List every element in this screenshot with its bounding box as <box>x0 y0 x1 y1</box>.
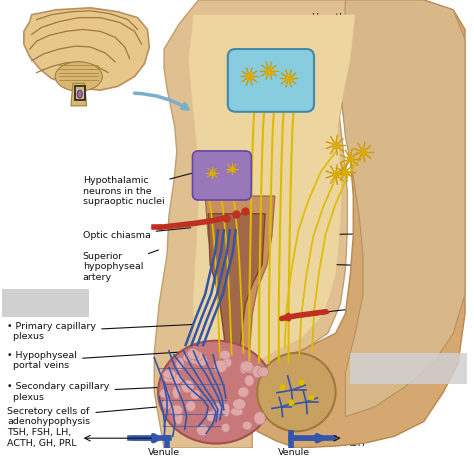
Ellipse shape <box>222 357 232 367</box>
FancyBboxPatch shape <box>350 353 467 384</box>
Ellipse shape <box>238 387 249 397</box>
Text: Secretory cells of
adenohypophysis: Secretory cells of adenohypophysis <box>7 407 156 426</box>
Ellipse shape <box>257 353 336 431</box>
Text: • Primary capillary
  plexus: • Primary capillary plexus <box>7 322 210 341</box>
Ellipse shape <box>174 411 182 425</box>
Ellipse shape <box>188 349 199 359</box>
Ellipse shape <box>222 403 230 417</box>
Text: Hypothalamic-
hypophyseal tract: Hypothalamic- hypophyseal tract <box>268 257 451 276</box>
Ellipse shape <box>163 370 176 379</box>
Ellipse shape <box>190 390 201 399</box>
Ellipse shape <box>173 386 181 399</box>
Ellipse shape <box>252 366 263 378</box>
Polygon shape <box>24 8 149 90</box>
Ellipse shape <box>193 351 203 361</box>
Ellipse shape <box>163 399 172 409</box>
Polygon shape <box>71 83 87 106</box>
Ellipse shape <box>240 361 253 372</box>
Ellipse shape <box>258 367 268 377</box>
Ellipse shape <box>158 340 274 444</box>
Text: Venule: Venule <box>278 448 310 457</box>
Text: • Secondary capillary
  plexus: • Secondary capillary plexus <box>7 383 161 402</box>
Ellipse shape <box>77 90 82 98</box>
Polygon shape <box>154 0 384 448</box>
Polygon shape <box>205 196 275 387</box>
Ellipse shape <box>254 412 265 425</box>
Ellipse shape <box>221 423 230 432</box>
Ellipse shape <box>197 425 209 436</box>
Text: Optic chiasma: Optic chiasma <box>82 228 191 240</box>
Ellipse shape <box>55 62 102 91</box>
Text: Superior
hypophyseal
artery: Superior hypophyseal artery <box>82 250 158 282</box>
Ellipse shape <box>186 401 196 412</box>
FancyBboxPatch shape <box>192 151 251 200</box>
Ellipse shape <box>183 353 192 362</box>
Text: Hypothalamic
neurons in the
supraoptic nuclei: Hypothalamic neurons in the supraoptic n… <box>82 172 196 206</box>
Text: Inferior
hypophyseal
artery: Inferior hypophyseal artery <box>314 289 425 319</box>
Ellipse shape <box>164 373 174 383</box>
Text: Venule: Venule <box>148 448 180 457</box>
Ellipse shape <box>245 364 254 373</box>
Ellipse shape <box>212 403 222 416</box>
Polygon shape <box>257 0 465 448</box>
Text: TSH, FSH, LH,
ACTH, GH, PRL: TSH, FSH, LH, ACTH, GH, PRL <box>7 429 77 448</box>
Ellipse shape <box>231 408 243 416</box>
Ellipse shape <box>170 374 183 384</box>
Text: Neurohypophysis
(storage area for
hypothalamic
hormones): Neurohypophysis (storage area for hypoth… <box>328 328 447 370</box>
Ellipse shape <box>214 360 227 372</box>
Ellipse shape <box>219 351 231 359</box>
Ellipse shape <box>242 421 252 430</box>
Text: Neurons
in the ventral
hypothalamus: Neurons in the ventral hypothalamus <box>353 130 450 160</box>
Polygon shape <box>189 15 355 377</box>
FancyBboxPatch shape <box>228 49 314 112</box>
Ellipse shape <box>181 380 194 393</box>
Text: (connecting stalk): (connecting stalk) <box>268 229 451 238</box>
Polygon shape <box>208 214 265 372</box>
Ellipse shape <box>170 405 182 416</box>
Ellipse shape <box>176 357 184 371</box>
Ellipse shape <box>239 361 247 374</box>
Text: Hypothalamic
neurons in the
paraventricular nuclei: Hypothalamic neurons in the paraventricu… <box>274 12 416 75</box>
Ellipse shape <box>190 354 201 364</box>
Ellipse shape <box>207 411 216 422</box>
Ellipse shape <box>194 355 208 367</box>
Ellipse shape <box>233 399 246 409</box>
Polygon shape <box>341 0 465 417</box>
Ellipse shape <box>160 389 170 398</box>
Ellipse shape <box>245 375 254 386</box>
Bar <box>75 86 85 100</box>
Text: Oxytocin
ADH: Oxytocin ADH <box>346 429 387 448</box>
FancyBboxPatch shape <box>2 289 89 317</box>
Text: • Hypophyseal
  portal veins: • Hypophyseal portal veins <box>7 351 196 371</box>
